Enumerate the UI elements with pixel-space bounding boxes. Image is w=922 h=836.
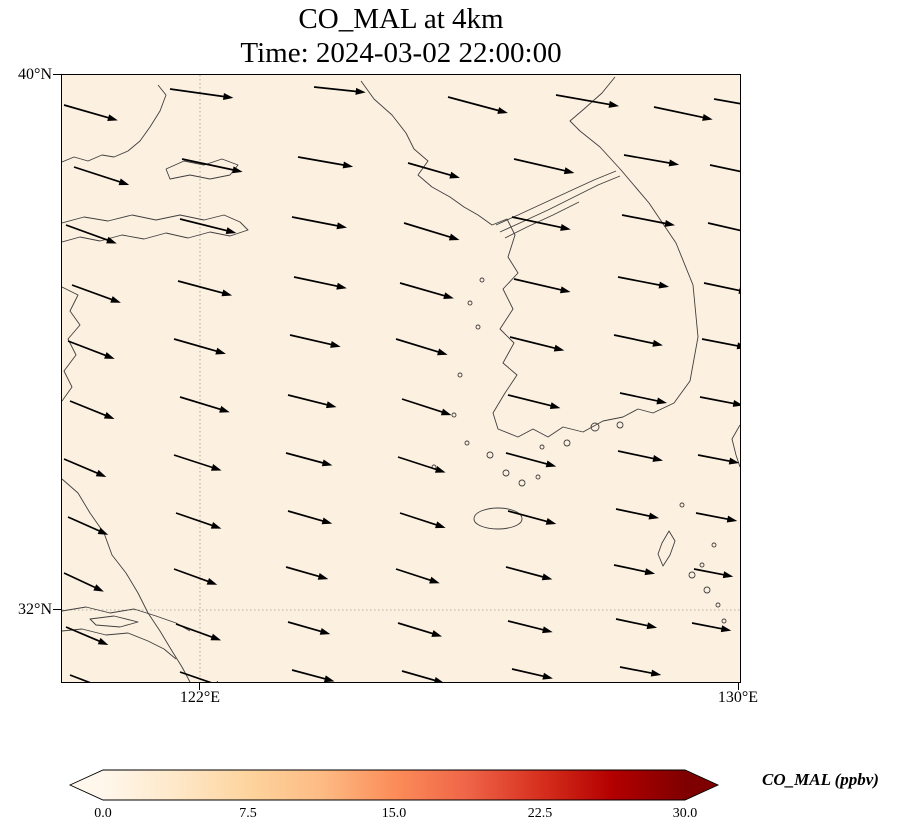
tickmark-32n <box>53 609 61 610</box>
colorbar <box>68 769 720 801</box>
colorbar-tick-3: 22.5 <box>527 806 553 821</box>
colorbar-label: CO_MAL (ppbv) <box>762 770 879 789</box>
map-plot <box>61 74 741 683</box>
wind-arrows-layer <box>63 86 740 682</box>
map-background-layer <box>62 75 740 682</box>
gridlines-layer <box>62 75 740 682</box>
colorbar-tick-0: 0.0 <box>94 806 112 821</box>
tickmark-40n <box>53 74 61 75</box>
title-line2: Time: 2024-03-02 22:00:00 <box>240 37 562 69</box>
coastlines-layer <box>62 76 740 682</box>
colorbar-tick-2: 15.0 <box>381 806 407 821</box>
map-canvas <box>62 75 740 682</box>
xtick-122e: 122°E <box>179 689 221 706</box>
colorbar-tick-1: 7.5 <box>239 806 257 821</box>
tickmark-122e <box>199 682 200 690</box>
ytick-40n: 40°N <box>18 66 52 83</box>
title-line1: CO_MAL at 4km <box>298 3 504 35</box>
tickmark-130e <box>738 682 739 690</box>
plot-title: CO_MAL at 4km Time: 2024-03-02 22:00:00 <box>62 2 740 70</box>
ytick-32n: 32°N <box>18 601 52 618</box>
colorbar-tick-4: 30.0 <box>672 806 698 821</box>
xtick-130e: 130°E <box>717 689 759 706</box>
